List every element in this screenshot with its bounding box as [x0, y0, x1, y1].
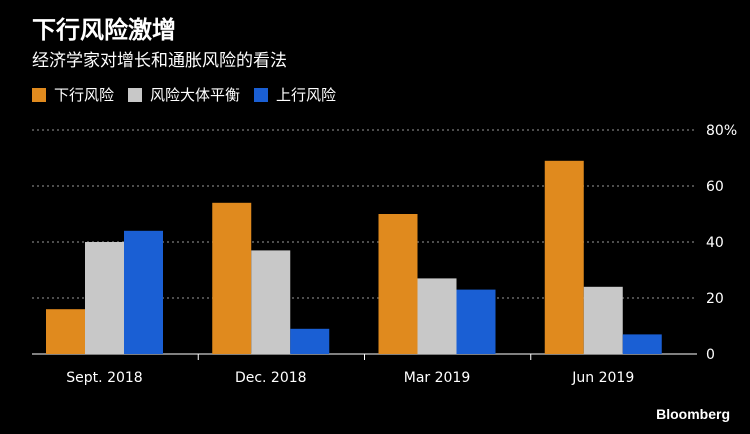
chart-subtitle: 经济学家对增长和通胀风险的看法 — [32, 51, 287, 71]
y-tick-label: 80% — [706, 123, 737, 139]
legend-swatch-downside — [32, 87, 46, 102]
y-tick-label: 0 — [706, 347, 715, 363]
bar-1-1 — [251, 250, 291, 354]
bar-1-0 — [85, 242, 124, 354]
x-tick-label: Dec. 2018 — [235, 370, 307, 386]
y-tick-label: 60 — [706, 179, 724, 195]
bar-0-3 — [544, 160, 584, 354]
bloomberg-logo: Bloomberg — [656, 406, 730, 422]
bar-1-2 — [417, 278, 457, 354]
y-tick-label: 20 — [706, 291, 724, 307]
chart-legend: 下行风险 风险大体平衡 上行风险 — [32, 84, 336, 105]
legend-swatch-upside — [254, 87, 269, 102]
x-tick-label: Mar 2019 — [404, 370, 471, 386]
bar-0-2 — [378, 214, 418, 354]
legend-item-balanced: 风险大体平衡 — [128, 84, 240, 105]
y-tick-label: 40 — [706, 235, 724, 251]
legend-label-downside: 下行风险 — [54, 86, 115, 104]
chart-title: 下行风险激增 — [32, 16, 176, 44]
bar-2-0 — [124, 230, 163, 354]
bar-0-0 — [46, 309, 85, 354]
bar-2-1 — [290, 328, 330, 354]
legend-label-balanced: 风险大体平衡 — [150, 86, 241, 104]
bar-2-2 — [456, 289, 496, 354]
bar-1-3 — [583, 286, 623, 354]
bar-0-1 — [212, 202, 252, 354]
legend-item-upside: 上行风险 — [254, 84, 336, 105]
x-tick-label: Jun 2019 — [571, 370, 634, 386]
legend-swatch-balanced — [128, 87, 143, 102]
x-tick-label: Sept. 2018 — [66, 370, 142, 386]
legend-label-upside: 上行风险 — [276, 86, 337, 104]
bar-2-3 — [622, 334, 662, 354]
legend-item-downside: 下行风险 — [32, 84, 114, 105]
